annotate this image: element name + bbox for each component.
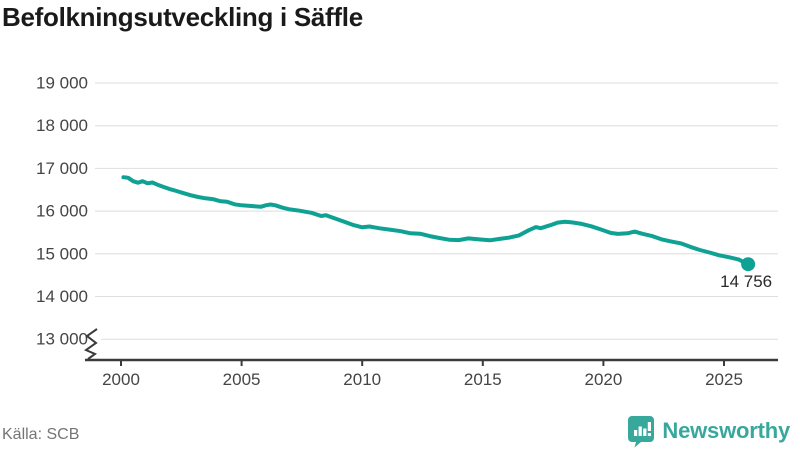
y-axis-label: 17 000 (36, 159, 88, 178)
y-axis-label: 14 000 (36, 287, 88, 306)
source-credit: Källa: SCB (2, 426, 80, 443)
x-axis-label: 2025 (705, 370, 743, 389)
y-axis-label: 16 000 (36, 202, 88, 221)
axis-break-icon (83, 328, 98, 360)
x-axis-label: 2010 (343, 370, 381, 389)
y-axis-label: 15 000 (36, 244, 88, 263)
x-axis-label: 2000 (102, 370, 140, 389)
y-axis-label: 13 000 (36, 330, 88, 349)
x-axis-label: 2005 (223, 370, 261, 389)
newsworthy-logo[interactable]: Newsworthy (627, 414, 790, 448)
last-point-label: 14 756 (720, 272, 772, 291)
page-title: Befolkningsutveckling i Säffle (2, 2, 363, 32)
newsworthy-wordmark: Newsworthy (662, 418, 790, 443)
last-point-marker (741, 257, 756, 272)
population-line (121, 175, 751, 267)
x-axis-label: 2020 (584, 370, 622, 389)
newsworthy-bubble-barchart-icon (628, 415, 655, 447)
x-axis-label: 2015 (464, 370, 502, 389)
y-axis-label: 18 000 (36, 116, 88, 135)
y-axis-label: 19 000 (36, 74, 88, 93)
population-line-chart: 19 000 18 000 17 000 16 000 15 000 14 000 13 0… (36, 74, 778, 389)
